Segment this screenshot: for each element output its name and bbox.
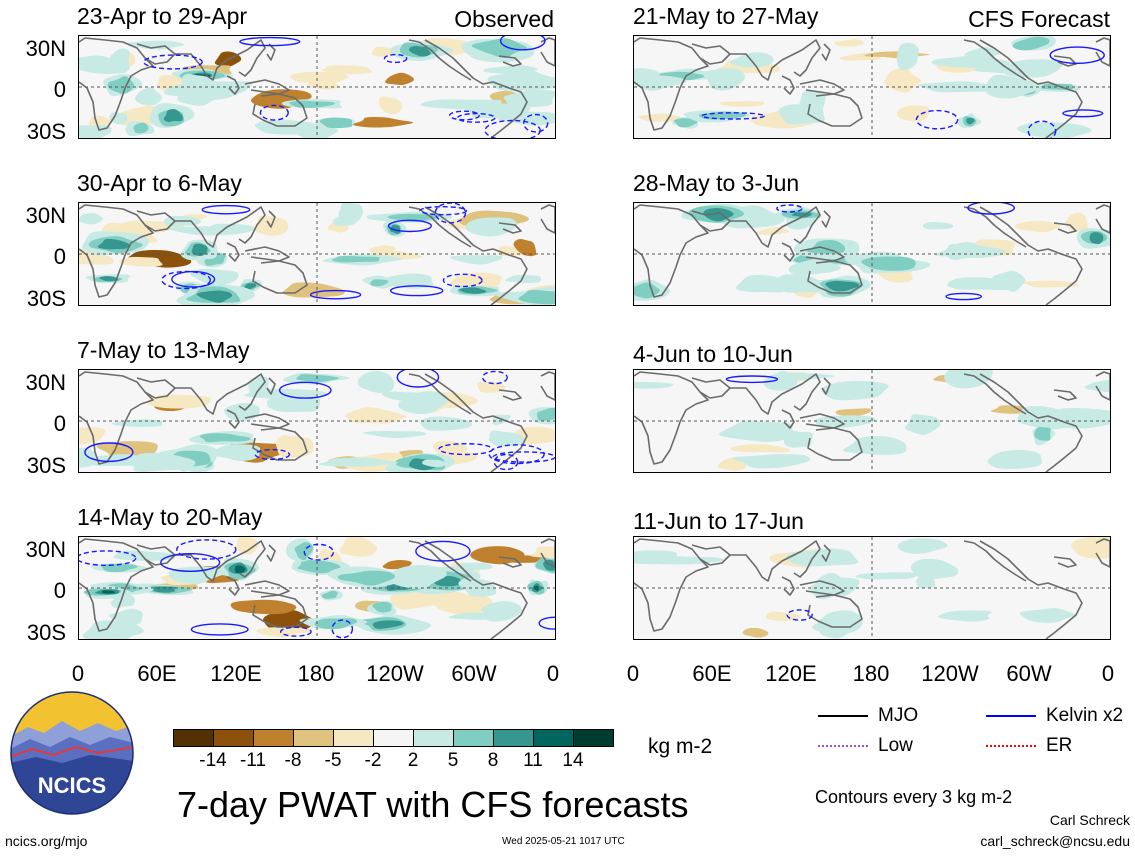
lon-label-120e: 120E	[765, 661, 817, 686]
lon-label-180: 180	[852, 661, 890, 686]
colorbar-swatch	[493, 729, 534, 747]
observed-label: Observed	[454, 6, 554, 32]
lon-label-180: 180	[297, 661, 335, 686]
colorbar-tick-label: 8	[487, 750, 499, 771]
low-legend-line	[818, 745, 868, 747]
colorbar-swatch	[533, 729, 574, 747]
colorbar-swatch	[333, 729, 374, 747]
lat-label-30s: 30S	[26, 119, 66, 144]
lat-label-0: 0	[53, 77, 66, 102]
lat-label-30n: 30N	[25, 203, 66, 228]
fcst-map-3	[633, 369, 1111, 473]
lat-label-30s: 30S	[26, 453, 66, 478]
colorbar-tick-label: 5	[447, 750, 459, 771]
colorbar-swatch	[293, 729, 334, 747]
author-name: Carl Schreck	[1049, 812, 1130, 828]
obs-map-2	[78, 202, 556, 306]
colorbar-tick-label: -8	[284, 750, 302, 771]
mjo-legend-label: MJO	[878, 705, 919, 726]
obs-map-1	[78, 35, 556, 139]
colorbar-swatch	[453, 729, 494, 747]
lat-label-30s: 30S	[26, 286, 66, 311]
colorbar-swatch	[573, 729, 614, 747]
colorbar-tick-label: -11	[239, 750, 267, 771]
fcst-panel-3-title: 4-Jun to 10-Jun	[633, 341, 793, 367]
lat-label-30s: 30S	[26, 620, 66, 645]
colorbar-swatch	[373, 729, 414, 747]
lon-label-120w: 120W	[366, 661, 424, 686]
colorbar-tick-label: 2	[407, 750, 419, 771]
colorbar-tick-label: -5	[324, 750, 342, 771]
lon-label-120e: 120E	[210, 661, 262, 686]
fcst-map-2	[633, 202, 1111, 306]
fcst-panel-2-title: 28-May to 3-Jun	[633, 170, 800, 196]
lon-label-0: 0	[1101, 661, 1115, 686]
er-legend-label: ER	[1046, 735, 1073, 756]
colorbar-swatch	[413, 729, 454, 747]
mjo-legend-line	[818, 715, 868, 717]
ncics-logo-text: NCICS	[38, 773, 106, 798]
obs-panel-4-title: 14-May to 20-May	[77, 504, 263, 530]
lon-label-0: 0	[626, 661, 640, 686]
obs-map-4	[78, 536, 556, 640]
timestamp: Wed 2025-05-21 1017 UTC	[502, 836, 625, 847]
lon-label-60w: 60W	[1006, 661, 1052, 686]
contours-note: Contours every 3 kg m-2	[815, 787, 1013, 807]
lat-label-0: 0	[53, 411, 66, 436]
lon-label-0: 0	[546, 661, 560, 686]
obs-panel-1-title: 23-Apr to 29-Apr	[77, 3, 248, 29]
obs-map-3	[78, 369, 556, 473]
main-title: 7-day PWAT with CFS forecasts	[177, 784, 689, 825]
low-legend-label: Low	[878, 735, 913, 756]
colorbar-swatch	[173, 729, 214, 747]
lat-label-30n: 30N	[25, 370, 66, 395]
lat-label-30n: 30N	[25, 537, 66, 562]
colorbar-swatch	[213, 729, 254, 747]
fcst-panel-4-title: 11-Jun to 17-Jun	[633, 508, 804, 534]
lon-label-0: 0	[71, 661, 85, 686]
fcst-map-4	[633, 536, 1111, 640]
obs-panel-2-title: 30-Apr to 6-May	[77, 170, 242, 196]
lon-label-60w: 60W	[451, 661, 497, 686]
lon-label-60e: 60E	[137, 661, 177, 686]
colorbar-swatch	[253, 729, 294, 747]
colorbar-tick-label: 11	[523, 750, 543, 771]
fcst-map-1	[633, 35, 1111, 139]
lon-label-60e: 60E	[692, 661, 732, 686]
obs-panel-3-title: 7-May to 13-May	[77, 337, 250, 363]
lat-label-0: 0	[53, 244, 66, 269]
lat-label-30n: 30N	[25, 36, 66, 61]
colorbar-units: kg m-2	[648, 735, 713, 758]
colorbar-tick-label: -2	[364, 750, 382, 771]
fcst-panel-1-title: 21-May to 27-May	[633, 3, 819, 29]
source-url: ncics.org/mjo	[5, 833, 88, 849]
ncics-logo: NCICS	[10, 691, 134, 815]
cfs-forecast-label: CFS Forecast	[968, 6, 1110, 32]
colorbar-tick-label: 14	[562, 750, 584, 771]
lat-label-0: 0	[53, 578, 66, 603]
kelvin-legend-line	[986, 715, 1036, 717]
author-email: carl_schreck@ncsu.edu	[980, 833, 1130, 849]
colorbar-tick-label: -14	[199, 750, 227, 771]
lon-label-120w: 120W	[921, 661, 979, 686]
er-legend-line	[986, 745, 1036, 747]
kelvin-legend-label: Kelvin x2	[1046, 705, 1124, 726]
